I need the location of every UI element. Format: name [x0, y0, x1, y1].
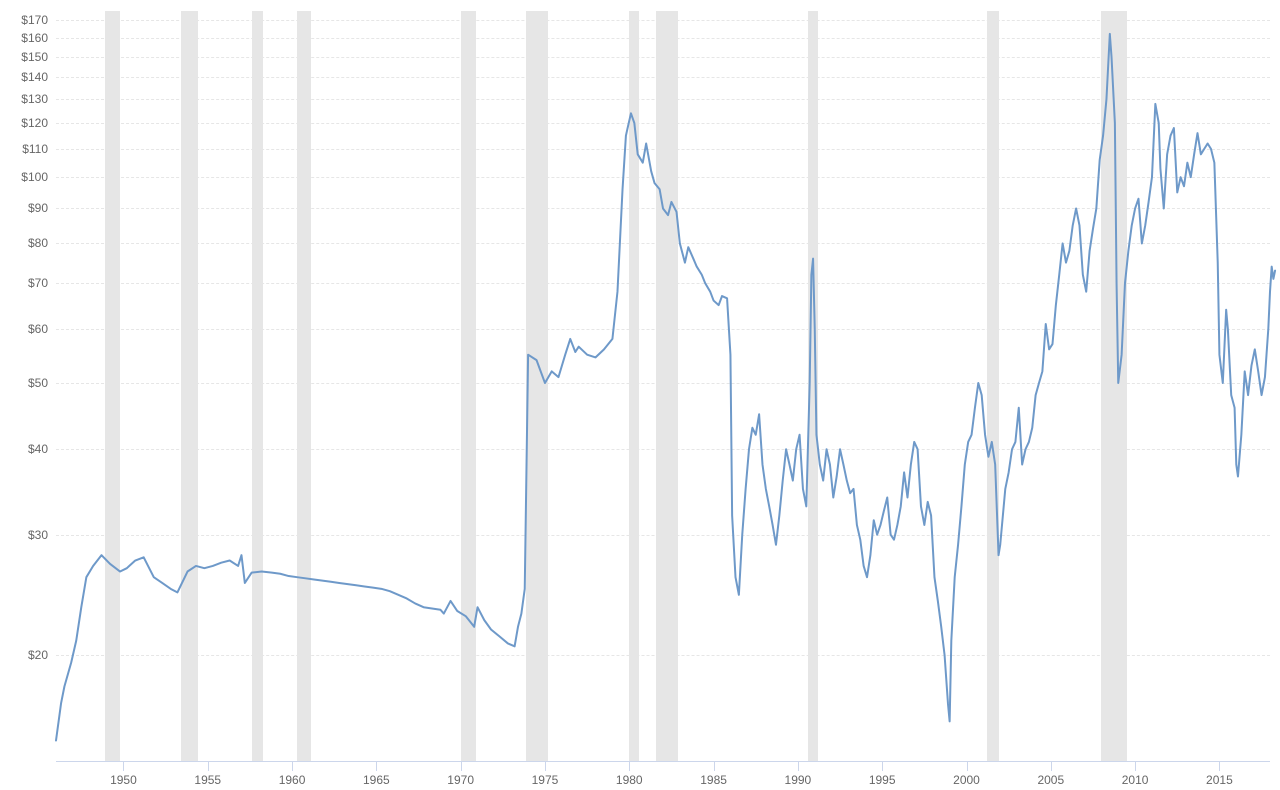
- price-line: [56, 11, 1270, 761]
- y-axis-label: $40: [28, 442, 56, 456]
- y-axis-label: $110: [22, 142, 56, 156]
- x-axis-label: 1995: [869, 761, 896, 787]
- x-axis-label: 1950: [110, 761, 137, 787]
- y-axis-label: $130: [21, 92, 56, 106]
- x-axis-label: 1960: [279, 761, 306, 787]
- x-axis-label: 2010: [1122, 761, 1149, 787]
- y-axis-label: $100: [21, 170, 56, 184]
- y-axis-label: $150: [21, 50, 56, 64]
- x-axis-label: 1970: [447, 761, 474, 787]
- y-axis-label: $70: [28, 276, 56, 290]
- x-axis-label: 1965: [363, 761, 390, 787]
- price-history-chart[interactable]: $20 $30 $40 $50 $60 $70 $80 $90 $100 $110 $120 $130…: [0, 0, 1280, 790]
- y-axis-label: $30: [28, 528, 56, 542]
- y-axis-label: $20: [28, 648, 56, 662]
- x-axis-label: 1990: [785, 761, 812, 787]
- y-axis-label: $60: [28, 322, 56, 336]
- x-axis-label: 2015: [1206, 761, 1233, 787]
- x-axis-label: 1955: [194, 761, 221, 787]
- y-axis-label: $50: [28, 376, 56, 390]
- y-axis-label: $160: [21, 31, 56, 45]
- plot-area[interactable]: $20$30$40$50$60$70$80$90$100$110$120$130…: [56, 10, 1270, 761]
- x-axis-label: 2005: [1037, 761, 1064, 787]
- y-axis-label: $80: [28, 236, 56, 250]
- x-axis-label: 1975: [532, 761, 559, 787]
- y-axis-label: $120: [21, 116, 56, 130]
- x-axis-label: 2000: [953, 761, 980, 787]
- x-axis-label: 1985: [700, 761, 727, 787]
- y-axis-label: $170: [21, 13, 56, 27]
- x-axis-line: [56, 761, 1270, 762]
- y-axis-label: $140: [21, 70, 56, 84]
- y-axis-label: $90: [28, 201, 56, 215]
- x-axis-label: 1980: [616, 761, 643, 787]
